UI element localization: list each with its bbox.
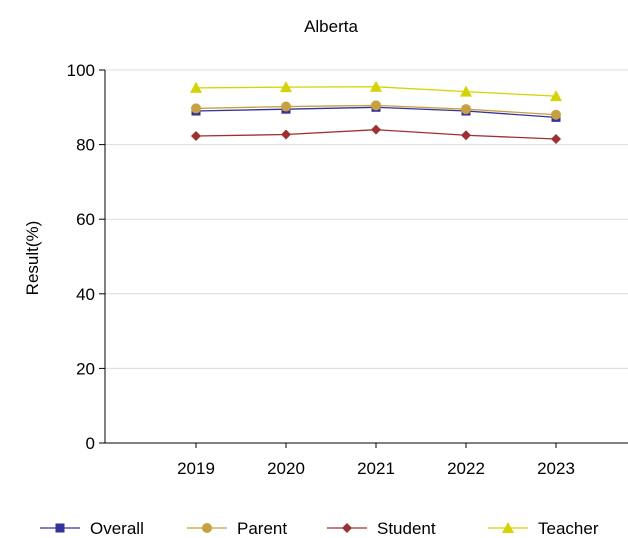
legend-label: Student	[377, 519, 436, 538]
data-point-parent	[191, 103, 201, 114]
data-point-parent	[281, 101, 291, 112]
data-point-parent	[371, 100, 381, 111]
axes	[104, 70, 628, 444]
legend-item-parent: Parent	[187, 519, 287, 538]
y-tick-label: 0	[86, 434, 95, 453]
legend-label: Teacher	[538, 519, 599, 538]
data-point-student	[461, 130, 471, 141]
data-point-teacher	[370, 80, 382, 92]
data-point-teacher	[190, 81, 202, 93]
legend-label: Parent	[237, 519, 287, 538]
legend-item-student: Student	[327, 519, 436, 538]
x-tick-label: 2023	[537, 459, 575, 478]
y-tick-label: 60	[76, 210, 95, 229]
legend-marker-student	[342, 523, 352, 533]
y-axis-ticks: 0 20 40 60 80 100	[67, 61, 105, 453]
x-axis-ticks: 2019 2020 2021 2022 2023	[177, 443, 575, 478]
y-tick-label: 40	[76, 285, 95, 304]
data-point-student	[551, 134, 561, 145]
x-tick-label: 2022	[447, 459, 485, 478]
legend-label: Overall	[90, 519, 144, 538]
legend: Overall Parent Student Teacher	[40, 519, 599, 538]
series-student	[191, 124, 561, 145]
x-tick-label: 2020	[267, 459, 305, 478]
legend-marker-parent	[202, 523, 212, 533]
data-point-parent	[461, 104, 471, 115]
legend-item-overall: Overall	[40, 519, 144, 538]
legend-item-teacher: Teacher	[488, 519, 599, 538]
grid	[105, 69, 628, 369]
y-tick-label: 100	[67, 61, 95, 80]
data-point-teacher	[460, 85, 472, 97]
chart-title: Alberta	[304, 17, 358, 36]
data-point-parent	[551, 109, 561, 120]
y-tick-label: 80	[76, 136, 95, 155]
data-point-student	[191, 131, 201, 142]
legend-marker-teacher	[502, 522, 514, 533]
y-axis-label: Result(%)	[23, 221, 42, 296]
x-tick-label: 2021	[357, 459, 395, 478]
data-point-teacher	[280, 81, 292, 93]
legend-marker-overall	[55, 523, 65, 533]
series-teacher	[190, 80, 562, 102]
x-tick-label: 2019	[177, 459, 215, 478]
data-point-student	[281, 129, 291, 140]
series-group	[190, 80, 562, 145]
data-point-teacher	[550, 90, 562, 102]
series-parent	[191, 100, 561, 120]
data-point-student	[371, 124, 381, 135]
y-tick-label: 20	[76, 359, 95, 378]
